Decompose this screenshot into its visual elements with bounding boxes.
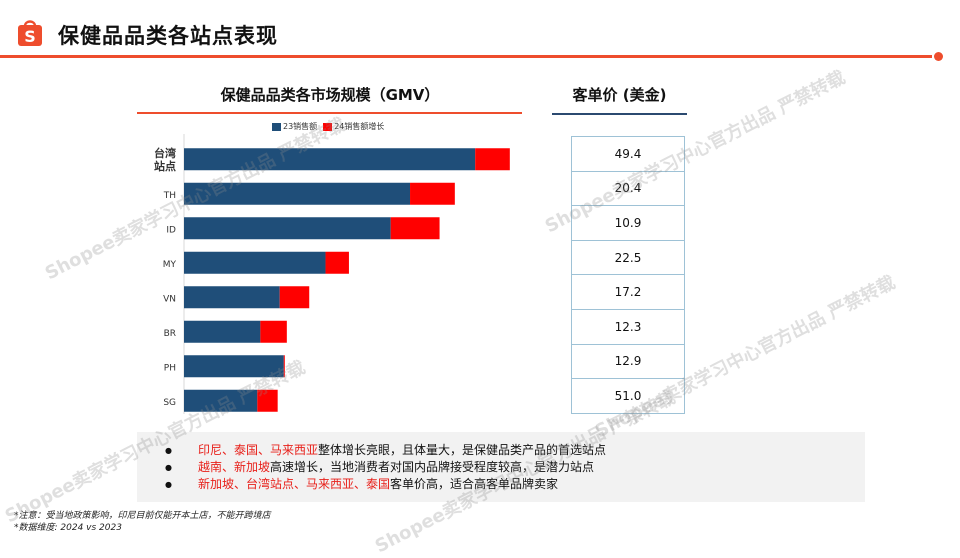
price-value: 12.9 [571,343,685,380]
price-value: 10.9 [571,205,685,241]
summary-item: 新加坡、台湾站点、马来西亚、泰国客单价高，适合高客单品牌卖家 [165,476,865,493]
price-row: 49.4 [571,136,685,172]
bar-2024-growth [475,148,510,171]
category-tick-label: BR [164,329,176,339]
chart-title: 保健品品类各市场规模（GMV） [220,86,440,104]
price-row: 22.5 [571,239,685,276]
chart-title-underline [137,112,522,114]
bar-2024-growth [260,320,287,343]
bar-2024-growth [325,251,349,274]
bar-2024-growth [390,217,440,240]
bar-2024-growth [257,389,278,412]
legend-swatch-growth [323,122,333,131]
footnote-policy: *注意：受当地政策影响，印尼目前仅能开本土店，不能开跨境店 [14,511,271,521]
price-value: 49.4 [571,136,685,172]
chart-legend: 23销售额 24销售额增长 [272,121,384,132]
shopee-bag-icon: S [18,20,42,46]
bar-2023-sales [184,355,284,378]
bar-2023-sales [184,251,326,274]
price-value: 51.0 [571,378,685,414]
summary-item: 印尼、泰国、马来西亚整体增长亮眼，且体量大，是保健品类产品的首选站点 [165,442,865,459]
price-table: 49.4 20.4 10.9 22.5 17.2 12.3 12.9 51.0 [571,136,685,414]
bar-2023-sales [184,389,258,412]
price-value: 17.2 [571,274,685,310]
category-tick-label: MY [163,260,177,270]
footnote-data-range: *数据维度: 2024 vs 2023 [14,523,122,533]
bar-2023-sales [184,148,476,171]
price-row: 12.9 [571,343,685,380]
summary-highlight: 新加坡、台湾站点、马来西亚、泰国 [198,477,391,491]
price-row: 51.0 [571,378,685,414]
summary-text: 整体增长亮眼，且体量大，是保健品类产品的首选站点 [318,443,607,457]
footnotes: *注意：受当地政策影响，印尼目前仅能开本土店，不能开跨境店 *数据维度: 202… [14,510,271,534]
summary-item: 越南、新加坡高速增长，当地消费者对国内品牌接受程度较高，是潜力站点 [165,459,865,476]
category-tick-label: TH [163,191,176,201]
legend-label-2023: 23销售额 [283,122,318,131]
legend-label-growth: 24销售额增长 [334,122,385,131]
price-value: 20.4 [571,170,685,207]
category-tick-label: SG [163,398,176,408]
price-row: 12.3 [571,308,685,345]
summary-text: 客单价高，适合高客单品牌卖家 [390,477,559,491]
category-tick-label: PH [164,363,176,373]
svg-text:S: S [24,27,36,46]
page-title: 保健品品类各站点表现 [58,24,278,48]
price-value: 22.5 [571,239,685,276]
bar-2023-sales [184,182,411,205]
price-row: 20.4 [571,170,685,207]
summary-highlight: 越南、新加坡 [198,460,271,474]
bar-2024-growth [410,182,455,205]
gmv-bar-chart: 台湾站点 TH ID MY VN BR PH SG [154,134,510,414]
header-divider-dot [934,52,943,61]
bar-2023-sales [184,286,280,309]
summary-box: 印尼、泰国、马来西亚整体增长亮眼，且体量大，是保健品类产品的首选站点 越南、新加… [137,432,865,502]
bar-2024-growth [283,355,285,378]
category-tick-label: VN [163,294,176,304]
header-divider [0,55,932,58]
summary-text: 高速增长，当地消费者对国内品牌接受程度较高，是潜力站点 [270,460,595,474]
category-tick-label: 台湾站点 [154,146,176,173]
price-row: 10.9 [571,205,685,241]
legend-swatch-2023 [272,122,281,131]
category-tick-label: ID [166,225,176,235]
bar-2024-growth [279,286,310,309]
price-row: 17.2 [571,274,685,310]
price-value: 12.3 [571,308,685,345]
price-panel-underline [552,113,687,115]
bar-2023-sales [184,320,261,343]
summary-highlight: 印尼、泰国、马来西亚 [198,443,319,457]
bar-2023-sales [184,217,391,240]
price-panel-title: 客单价 (美金) [572,86,667,104]
